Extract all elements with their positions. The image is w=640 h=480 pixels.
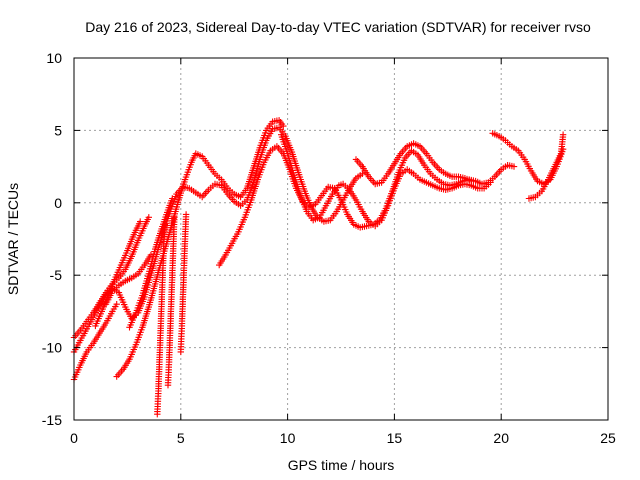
series-6: [278, 131, 494, 230]
series-8: [489, 130, 567, 188]
x-tick-label: 20: [493, 430, 509, 446]
x-tick-label: 10: [280, 430, 296, 446]
series-3: [70, 124, 366, 356]
data-point: [559, 131, 567, 138]
y-tick-label: 10: [46, 50, 62, 66]
data-point: [161, 221, 168, 228]
series-5: [216, 143, 518, 269]
series-2: [70, 301, 120, 383]
data-point: [145, 214, 152, 221]
series-4: [113, 117, 287, 380]
series-1: [70, 214, 152, 341]
data-point: [113, 301, 120, 308]
y-axis-label: SDTVAR / TECUs: [5, 183, 21, 295]
y-tick-label: -5: [50, 267, 63, 283]
data-point: [280, 122, 287, 130]
series-12: [154, 221, 168, 418]
series-15: [102, 251, 155, 308]
x-tick-label: 25: [600, 430, 616, 446]
plot-frame: [73, 57, 609, 421]
axis-ticks: 0 5 10 15 20 25 -15 -10 -5 0 5 10: [42, 50, 616, 446]
y-tick-label: -15: [42, 412, 62, 428]
series-7: [352, 140, 475, 188]
y-tick-label: 5: [54, 122, 62, 138]
chart-title: Day 216 of 2023, Sidereal Day-to-day VTE…: [85, 19, 591, 35]
data-point: [468, 177, 475, 185]
data-marks: [70, 117, 567, 418]
x-tick-label: 15: [387, 430, 403, 446]
data-point: [182, 211, 190, 218]
data-point: [169, 195, 176, 202]
data-point: [510, 163, 518, 170]
series-9: [525, 131, 567, 202]
data-point: [487, 179, 494, 186]
x-tick-label: 0: [70, 430, 78, 446]
x-tick-label: 5: [177, 430, 185, 446]
y-tick-label: 0: [54, 195, 62, 211]
data-point: [137, 218, 144, 225]
grid: [74, 58, 608, 420]
series-14: [177, 211, 190, 356]
data-point: [171, 214, 178, 221]
data-point: [147, 251, 155, 259]
series-13: [164, 214, 178, 389]
y-tick-label: -10: [42, 340, 62, 356]
x-axis-label: GPS time / hours: [288, 457, 395, 473]
